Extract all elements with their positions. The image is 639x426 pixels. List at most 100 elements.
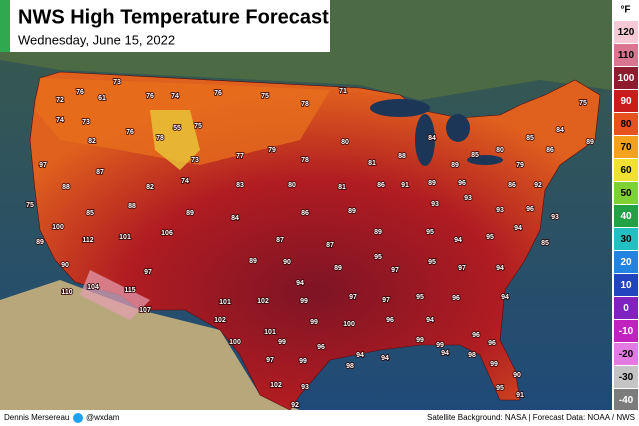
temperature-label: 88 xyxy=(128,203,136,210)
temperature-label: 75 xyxy=(194,123,202,130)
temperature-label: 92 xyxy=(291,402,299,409)
temperature-label: 79 xyxy=(268,147,276,154)
temperature-label: 88 xyxy=(62,184,70,191)
legend-swatch xyxy=(614,67,638,89)
legend-swatch xyxy=(614,90,638,112)
legend-label: -40 xyxy=(619,395,634,406)
legend-label: 10 xyxy=(620,280,632,291)
temperature-label: 74 xyxy=(181,178,189,185)
legend-swatch xyxy=(614,205,638,227)
temperature-label: 76 xyxy=(214,90,222,97)
temperature-label: 93 xyxy=(464,195,472,202)
legend-swatch xyxy=(614,113,638,135)
temperature-label: 88 xyxy=(398,153,406,160)
temperature-label: 80 xyxy=(341,139,349,146)
temperature-label: 86 xyxy=(508,182,516,189)
temperature-label: 72 xyxy=(56,97,64,104)
legend-swatch xyxy=(614,389,638,411)
temperature-label: 107 xyxy=(139,307,151,314)
legend-swatch xyxy=(614,366,638,388)
temperature-label: 94 xyxy=(501,294,509,301)
temperature-label: 89 xyxy=(451,162,459,169)
rockies-cool-zone xyxy=(150,110,200,170)
temperature-label: 76 xyxy=(76,89,84,96)
legend-label: -20 xyxy=(619,349,634,360)
temperature-label: 94 xyxy=(441,350,449,357)
temperature-label: 89 xyxy=(186,210,194,217)
temperature-label: 96 xyxy=(472,332,480,339)
temperature-label: 96 xyxy=(458,180,466,187)
temperature-label: 92 xyxy=(534,182,542,189)
temperature-label: 99 xyxy=(299,358,307,365)
lake-erie xyxy=(467,155,503,165)
temperature-label: 84 xyxy=(231,215,239,222)
temperature-label: 106 xyxy=(161,230,173,237)
temperature-label: 89 xyxy=(428,180,436,187)
temperature-label: 102 xyxy=(214,317,226,324)
legend-label: -30 xyxy=(619,372,634,383)
temperature-label: 90 xyxy=(61,262,69,269)
temperature-label: 73 xyxy=(191,157,199,164)
twitter-icon xyxy=(73,413,83,423)
temperature-label: 80 xyxy=(288,182,296,189)
temperature-label: 102 xyxy=(257,298,269,305)
temperature-label: 99 xyxy=(490,361,498,368)
temperature-label: 96 xyxy=(526,206,534,213)
temperature-label: 89 xyxy=(374,229,382,236)
footer-credits: Satellite Background: NASA | Forecast Da… xyxy=(427,413,635,422)
temperature-label: 97 xyxy=(266,357,274,364)
temperature-label: 91 xyxy=(401,182,409,189)
legend-swatch xyxy=(614,182,638,204)
temperature-label: 95 xyxy=(426,229,434,236)
lake-huron xyxy=(446,114,470,142)
temperature-label: 82 xyxy=(88,138,96,145)
legend-swatch xyxy=(614,343,638,365)
legend-label: 50 xyxy=(620,188,632,199)
temperature-label: 83 xyxy=(236,182,244,189)
legend-swatch xyxy=(614,44,638,66)
temperature-label: 91 xyxy=(516,392,524,399)
temperature-label: 79 xyxy=(516,162,524,169)
temperature-label: 90 xyxy=(283,259,291,266)
temperature-label: 94 xyxy=(356,352,364,359)
temperature-label: 101 xyxy=(119,234,131,241)
temperature-label: 89 xyxy=(586,139,594,146)
legend-unit: °F xyxy=(620,5,630,16)
temperature-label: 112 xyxy=(82,237,93,244)
temperature-label: 61 xyxy=(98,95,106,102)
temperature-label: 97 xyxy=(458,265,466,272)
temperature-label: 86 xyxy=(546,147,554,154)
temperature-label: 85 xyxy=(86,210,94,217)
temperature-label: 78 xyxy=(301,157,309,164)
temperature-label: 89 xyxy=(348,208,356,215)
temperature-label: 97 xyxy=(144,269,152,276)
temperature-label: 55 xyxy=(173,125,181,132)
temperature-label: 96 xyxy=(317,344,325,351)
temperature-label: 97 xyxy=(349,294,357,301)
temperature-label: 95 xyxy=(416,294,424,301)
temperature-label: 96 xyxy=(488,340,496,347)
temperature-label: 93 xyxy=(496,207,504,214)
footer-author: Dennis Mersereau xyxy=(4,413,69,422)
temperature-label: 98 xyxy=(468,352,476,359)
temperature-label: 94 xyxy=(296,280,304,287)
temperature-label: 94 xyxy=(454,237,462,244)
temperature-label: 97 xyxy=(391,267,399,274)
footer-bar xyxy=(0,410,639,426)
temperature-label: 80 xyxy=(496,147,504,154)
temperature-label: 85 xyxy=(526,135,534,142)
temperature-label: 95 xyxy=(486,234,494,241)
temperature-label: 96 xyxy=(452,295,460,302)
legend-swatch xyxy=(614,251,638,273)
legend-label: 90 xyxy=(620,96,632,107)
title-accent xyxy=(0,0,10,52)
temperature-label: 94 xyxy=(496,265,504,272)
temperature-label: 87 xyxy=(326,242,334,249)
temperature-label: 95 xyxy=(374,254,382,261)
temperature-label: 73 xyxy=(82,119,90,126)
legend-label: 70 xyxy=(620,142,632,153)
temperature-label: 90 xyxy=(513,372,521,379)
temperature-label: 110 xyxy=(61,289,72,296)
temperature-label: 97 xyxy=(382,297,390,304)
legend-label: -10 xyxy=(619,326,634,337)
